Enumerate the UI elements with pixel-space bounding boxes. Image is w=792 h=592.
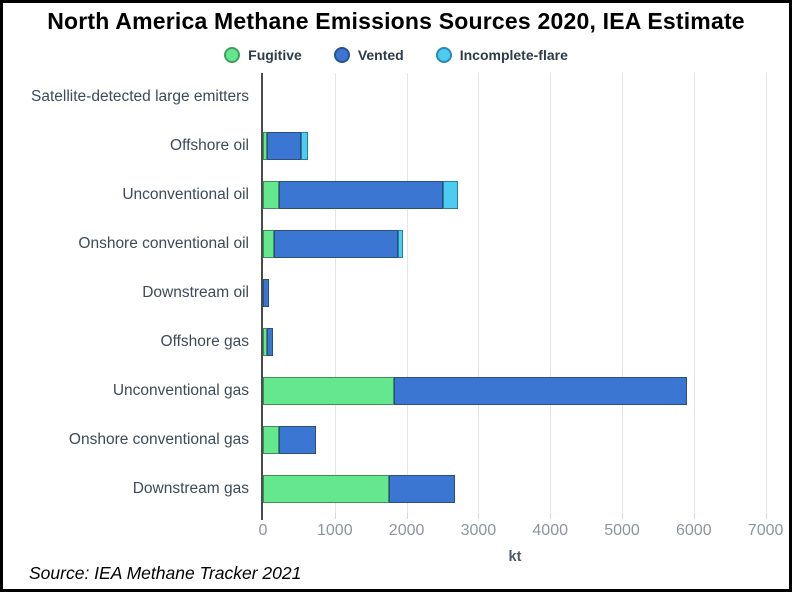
category-row: Onshore conventional gas <box>3 415 789 464</box>
tick-mark-3000 <box>478 513 480 519</box>
category-label: Onshore conventional oil <box>78 235 249 253</box>
fugitive-dot-icon <box>224 47 241 63</box>
tick-mark-5000 <box>622 513 623 519</box>
legend-item-vented: Vented <box>333 47 404 63</box>
bar-track <box>263 132 789 161</box>
gridline-5000 <box>622 73 623 513</box>
bar-track <box>263 376 789 405</box>
tick-mark-7000 <box>765 513 767 519</box>
gridline-7000 <box>765 73 767 513</box>
category-row: Downstream gas <box>3 464 789 513</box>
legend-label: Fugitive <box>248 47 302 63</box>
bar-segment-incomplete-flare <box>443 181 459 210</box>
category-row: Offshore oil <box>3 122 789 171</box>
bar-segment-fugitive <box>263 425 279 454</box>
category-row: Satellite-detected large emitters <box>3 73 789 122</box>
category-row: Downstream oil <box>3 269 789 318</box>
bar-track <box>263 474 789 503</box>
bar-segment-vented <box>274 230 398 259</box>
x-axis: kt 0 1000 2000 3000 4000 5000 6000 7000 <box>259 513 784 571</box>
legend-item-incomplete-flare: Incomplete-flare <box>435 47 568 63</box>
category-row: Offshore gas <box>3 317 789 366</box>
source-caption: Source: IEA Methane Tracker 2021 <box>29 563 302 583</box>
plot-area: Satellite-detected large emitters Offshor… <box>3 73 789 520</box>
category-label: Downstream gas <box>132 479 249 497</box>
bar-segment-incomplete-flare <box>300 132 308 161</box>
bar-segment-vented <box>278 181 444 210</box>
category-label: Offshore gas <box>160 332 249 350</box>
legend-label: Vented <box>357 47 404 63</box>
gridline-2000 <box>406 73 408 513</box>
bar-segment-vented <box>388 474 456 503</box>
bar-track <box>263 279 789 307</box>
tick-label-2000: 2000 <box>388 522 425 539</box>
bar-segment-fugitive <box>263 474 389 503</box>
category-label: Offshore oil <box>170 137 249 155</box>
bar-track <box>263 425 789 454</box>
tick-label-5000: 5000 <box>604 522 640 539</box>
category-label: Satellite-detected large emitters <box>31 88 249 106</box>
tick-label-1000: 1000 <box>317 522 353 539</box>
tick-label-3000: 3000 <box>460 522 497 539</box>
bar-segment-incomplete-flare <box>397 230 403 259</box>
gridline-3000 <box>478 73 480 513</box>
category-row: Unconventional oil <box>3 171 789 220</box>
category-label: Unconventional oil <box>122 186 249 204</box>
tick-label-4000: 4000 <box>532 522 568 539</box>
bar-segment-fugitive <box>263 327 267 356</box>
tick-mark-6000 <box>693 513 695 519</box>
bar-segment-vented <box>267 132 301 161</box>
category-row: Unconventional gas <box>3 366 789 415</box>
bar-segment-vented <box>267 327 274 356</box>
gridline-1000 <box>334 73 336 513</box>
bar-track <box>263 83 789 111</box>
gridlines <box>263 73 775 513</box>
tick-label-0: 0 <box>258 522 268 539</box>
bar-segment-vented <box>393 376 687 405</box>
gridline-6000 <box>693 73 695 513</box>
gridline-4000 <box>550 73 552 513</box>
bar-rows: Satellite-detected large emitters Offshor… <box>3 73 789 513</box>
category-label: Unconventional gas <box>112 381 249 399</box>
tick-label-7000: 7000 <box>747 522 784 539</box>
bar-track <box>263 327 789 356</box>
bar-track <box>263 230 789 259</box>
bar-track <box>263 181 789 210</box>
tick-mark-1000 <box>334 513 336 519</box>
legend: Fugitive Vented Incomplete-flare <box>3 47 789 63</box>
legend-item-fugitive: Fugitive <box>224 47 302 63</box>
bar-segment-vented <box>263 279 269 307</box>
bar-segment-fugitive <box>263 230 275 259</box>
vented-dot-icon <box>333 47 350 63</box>
category-label: Downstream oil <box>142 284 249 301</box>
tick-label-6000: 6000 <box>676 522 712 539</box>
bar-segment-fugitive <box>263 181 279 210</box>
bar-segment-fugitive <box>263 376 394 405</box>
bar-segment-vented <box>278 425 316 454</box>
tick-mark-4000 <box>550 513 552 519</box>
incomplete-flare-dot-icon <box>435 47 452 63</box>
x-axis-unit-label: kt <box>508 549 522 565</box>
tick-mark-2000 <box>406 513 408 519</box>
category-row: Onshore conventional oil <box>3 220 789 269</box>
chart-title: North America Methane Emissions Sources … <box>47 8 745 34</box>
bar-segment-fugitive <box>263 132 267 161</box>
y-axis-line <box>261 73 263 520</box>
category-label: Onshore conventional gas <box>68 430 249 448</box>
legend-label: Incomplete-flare <box>459 47 568 63</box>
